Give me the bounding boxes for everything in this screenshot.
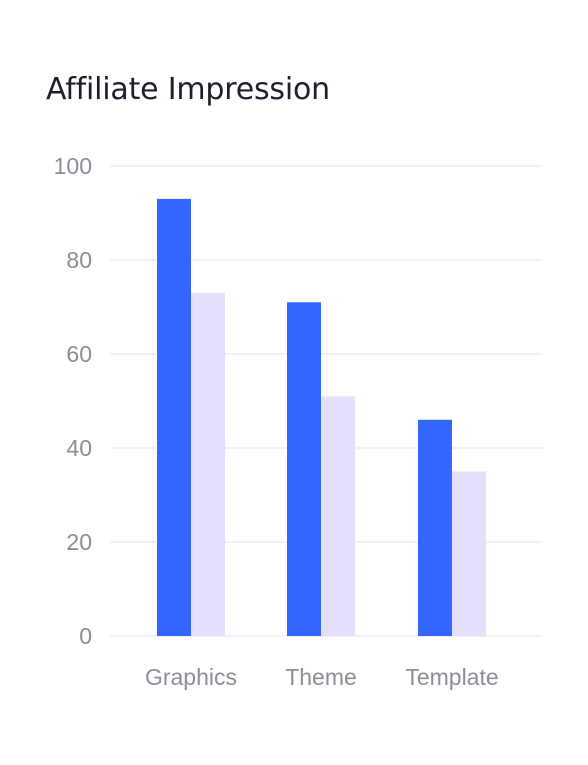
chart-title: Affiliate Impression <box>46 72 330 107</box>
y-tick-label: 40 <box>66 435 92 461</box>
bar-template-series-2[interactable] <box>452 471 486 637</box>
y-tick-label: 20 <box>66 529 92 555</box>
y-axis-ticks: 0 20 40 60 80 100 <box>54 153 92 649</box>
x-category-label-template: Template <box>405 664 498 690</box>
bars <box>157 198 486 637</box>
x-axis-labels: Graphics Theme Template <box>145 664 499 690</box>
y-tick-label: 0 <box>79 623 92 649</box>
y-tick-label: 80 <box>66 247 92 273</box>
x-category-label-theme: Theme <box>285 664 357 690</box>
bar-theme-series-1[interactable] <box>287 302 321 636</box>
x-category-label-graphics: Graphics <box>145 664 237 690</box>
y-tick-label: 60 <box>66 341 92 367</box>
bar-template-series-1[interactable] <box>418 419 452 636</box>
bar-graphics-series-2[interactable] <box>191 292 225 636</box>
bar-theme-series-2[interactable] <box>321 396 355 636</box>
bar-graphics-series-1[interactable] <box>157 198 191 636</box>
y-tick-label: 100 <box>54 153 92 179</box>
